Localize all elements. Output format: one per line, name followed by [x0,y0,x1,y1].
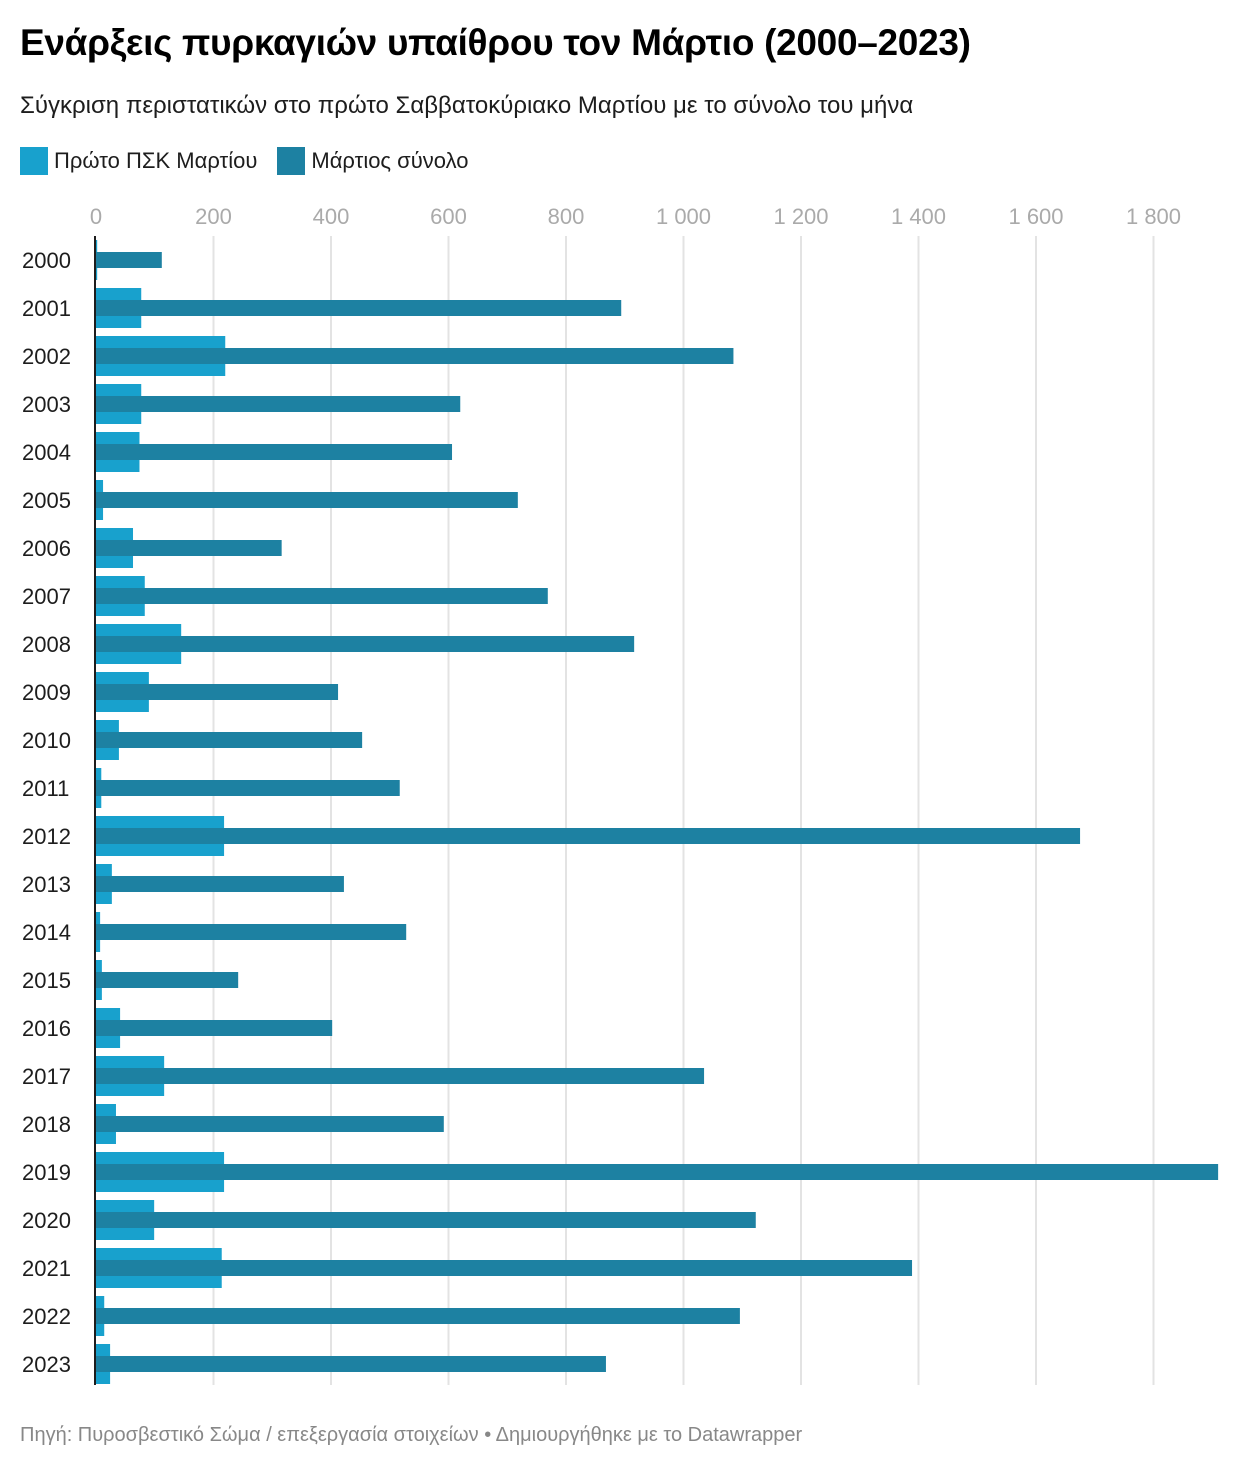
y-category-label: 2004 [22,440,71,465]
y-category-label: 2018 [22,1112,71,1137]
bar-march-total [96,972,239,988]
y-category-label: 2017 [22,1064,71,1089]
gridlines [212,236,1155,1385]
bars [96,240,1219,1384]
y-category-label: 2009 [22,680,71,705]
bar-group-2020 [96,1200,756,1240]
bar-group-2009 [96,672,339,712]
x-tick-label: 1 400 [891,204,946,229]
y-category-label: 2021 [22,1256,71,1281]
legend-swatch-first-weekend [20,147,48,175]
bar-group-2008 [96,624,635,664]
bar-group-2016 [96,1008,333,1048]
bar-group-2015 [96,960,239,1000]
x-tick-label: 400 [313,204,350,229]
bar-group-2012 [96,816,1081,856]
y-category-label: 2005 [22,488,71,513]
y-category-label: 2022 [22,1304,71,1329]
legend-swatch-march-total [277,147,306,175]
y-category-label: 2012 [22,824,71,849]
bar-march-total [96,1260,913,1276]
x-tick-label: 800 [548,204,585,229]
bar-group-2010 [96,720,363,760]
bar-march-total [96,1116,444,1132]
bar-march-total [96,348,734,364]
bar-march-total [96,1164,1219,1180]
x-tick-label: 1 000 [656,204,711,229]
y-category-label: 2008 [22,632,71,657]
bar-march-total [96,588,548,604]
y-category-label: 2002 [22,344,71,369]
legend-label-march-total: Μάρτιος σύνολο [311,148,469,173]
y-category-label: 2001 [22,296,71,321]
x-tick-label: 1 800 [1126,204,1181,229]
bar-march-total [96,828,1081,844]
x-tick-label: 600 [430,204,467,229]
bar-group-2022 [96,1296,740,1336]
bar-group-2007 [96,576,548,616]
bar-group-2021 [96,1248,913,1288]
y-category-label: 2000 [22,248,71,273]
bar-march-total [96,1308,740,1324]
y-category-label: 2013 [22,872,71,897]
bar-march-total [96,780,400,796]
bar-group-2023 [96,1344,606,1384]
bar-march-total [96,1020,333,1036]
y-category-label: 2016 [22,1016,71,1041]
chart-title: Ενάρξεις πυρκαγιών υπαίθρου τον Μάρτιο (… [20,22,971,63]
y-category-label: 2007 [22,584,71,609]
bar-march-total [96,636,635,652]
bar-group-2019 [96,1152,1219,1192]
y-category-label: 2010 [22,728,71,753]
legend: Πρώτο ΠΣΚ Μαρτίου Μάρτιος σύνολο [20,147,468,175]
y-category-label: 2019 [22,1160,71,1185]
bar-march-total [96,732,363,748]
bar-group-2017 [96,1056,705,1096]
x-tick-label: 1 600 [1008,204,1063,229]
bar-group-2006 [96,528,282,568]
y-category-label: 2015 [22,968,71,993]
bar-march-total [96,540,282,556]
y-category-label: 2020 [22,1208,71,1233]
y-category-label: 2003 [22,392,71,417]
bar-group-2013 [96,864,344,904]
bar-march-total [96,1212,756,1228]
bar-march-total [96,876,344,892]
x-axis-ticks: 0 200 400 600 800 1 000 1 200 1 400 1 600 1 800 [90,204,1181,229]
bar-march-total [96,252,162,268]
bar-march-total [96,396,461,412]
y-category-label: 2014 [22,920,71,945]
bar-group-2000 [96,240,162,280]
bar-group-2004 [96,432,453,472]
bar-march-total [96,1068,705,1084]
bar-group-2014 [96,912,407,952]
bar-march-total [96,1356,606,1372]
chart-subtitle: Σύγκριση περιστατικών στο πρώτο Σαββατοκ… [20,92,914,119]
bar-march-total [96,924,407,940]
y-axis-labels: 2000 2001 2002 2003 2004 2005 2006 2007 2008 2009… [22,248,71,1377]
bar-march-total [96,444,453,460]
bar-group-2011 [96,768,400,808]
legend-item-first-weekend: Πρώτο ΠΣΚ Μαρτίου [20,147,257,175]
x-tick-label: 1 200 [773,204,828,229]
bar-march-total [96,684,339,700]
bar-group-2018 [96,1104,444,1144]
bar-group-2001 [96,288,622,328]
y-category-label: 2023 [22,1352,71,1377]
bar-group-2002 [96,336,734,376]
legend-item-march-total: Μάρτιος σύνολο [277,147,468,175]
bar-group-2005 [96,480,518,520]
bar-group-2003 [96,384,461,424]
legend-label-first-weekend: Πρώτο ΠΣΚ Μαρτίου [54,148,258,173]
y-category-label: 2011 [22,776,69,801]
y-category-label: 2006 [22,536,71,561]
bar-march-total [96,492,518,508]
x-tick-label: 0 [90,204,102,229]
bar-march-total [96,300,622,316]
x-tick-label: 200 [195,204,232,229]
source-footer: Πηγή: Πυροσβεστικό Σώμα / επεξεργασία στ… [20,1424,803,1446]
